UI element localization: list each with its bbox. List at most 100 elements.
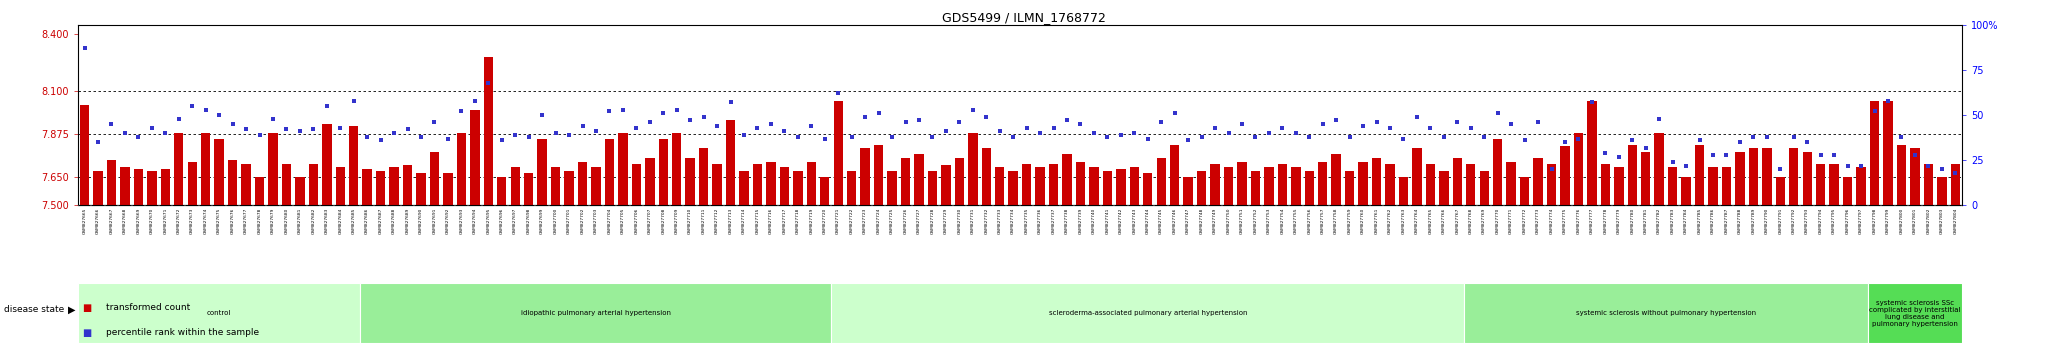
Text: GSM827691: GSM827691 [432, 208, 436, 234]
Text: GSM827773: GSM827773 [1536, 208, 1540, 234]
Text: GSM827729: GSM827729 [944, 208, 948, 234]
Text: GSM827764: GSM827764 [1415, 208, 1419, 234]
Bar [188, 162, 197, 205]
Text: GSM827799: GSM827799 [1886, 208, 1890, 234]
Text: GSM827753: GSM827753 [1268, 208, 1272, 234]
Text: GSM827786: GSM827786 [1710, 208, 1714, 234]
Point [1563, 136, 1595, 141]
Bar [1130, 167, 1139, 205]
Text: GSM827778: GSM827778 [1604, 208, 1608, 234]
Point [324, 125, 356, 131]
Text: systemic sclerosis SSc
complicated by interstitial
lung disease and
pulmonary hy: systemic sclerosis SSc complicated by in… [1870, 300, 1960, 327]
Point [903, 118, 936, 123]
Text: GSM827783: GSM827783 [1671, 208, 1675, 234]
Text: GSM827760: GSM827760 [1362, 208, 1366, 234]
Bar [1358, 162, 1368, 205]
Point [229, 127, 262, 132]
Bar [686, 158, 694, 205]
Bar [1749, 148, 1757, 205]
Text: GSM827722: GSM827722 [850, 208, 854, 234]
Point [109, 130, 141, 136]
Text: GSM827735: GSM827735 [1024, 208, 1028, 234]
Text: GSM827696: GSM827696 [500, 208, 504, 234]
Bar [1479, 171, 1489, 205]
Point [1683, 137, 1716, 143]
Text: GSM827793: GSM827793 [1804, 208, 1808, 234]
Point [727, 132, 760, 138]
Bar [1640, 152, 1651, 205]
Point [1239, 134, 1272, 139]
Text: GSM827769: GSM827769 [1483, 208, 1487, 234]
Text: GSM827699: GSM827699 [541, 208, 545, 234]
Point [1386, 136, 1419, 141]
Bar [698, 148, 709, 205]
Bar [766, 162, 776, 205]
Point [1630, 145, 1663, 150]
Bar [1466, 164, 1475, 205]
Point [809, 136, 842, 141]
Bar [1561, 147, 1569, 205]
Point [1130, 136, 1163, 141]
Point [1642, 116, 1675, 121]
Text: disease state: disease state [4, 305, 63, 314]
Point [365, 137, 397, 143]
Text: GSM827700: GSM827700 [553, 208, 557, 234]
Bar [1384, 164, 1395, 205]
Bar [1184, 177, 1192, 205]
Text: GSM827767: GSM827767 [1456, 208, 1460, 234]
Point [782, 134, 815, 139]
Bar [1520, 177, 1530, 205]
Bar [725, 120, 735, 205]
Bar [201, 133, 211, 205]
Point [1819, 152, 1851, 158]
Text: GSM827701: GSM827701 [567, 208, 571, 234]
Text: GSM827730: GSM827730 [956, 208, 961, 234]
Point [350, 134, 383, 139]
Point [606, 107, 639, 113]
Point [795, 123, 827, 129]
Bar [268, 133, 279, 205]
Point [741, 125, 774, 131]
Bar [1884, 101, 1892, 205]
Bar [1022, 164, 1032, 205]
Point [594, 109, 627, 114]
Point [539, 130, 571, 136]
Text: GSM827684: GSM827684 [338, 208, 342, 234]
Bar [645, 158, 655, 205]
Point [162, 116, 195, 121]
Text: GSM827779: GSM827779 [1616, 208, 1620, 234]
Bar [1681, 177, 1692, 205]
Point [915, 134, 948, 139]
Bar [442, 173, 453, 205]
Bar [322, 124, 332, 205]
Point [311, 103, 344, 109]
Text: GSM827782: GSM827782 [1657, 208, 1661, 234]
Bar [1399, 177, 1409, 205]
Point [1225, 121, 1257, 127]
Text: GSM827791: GSM827791 [1778, 208, 1782, 234]
Bar [1413, 148, 1421, 205]
Bar [1602, 164, 1610, 205]
Text: GSM827680: GSM827680 [285, 208, 289, 234]
Text: GSM827689: GSM827689 [406, 208, 410, 234]
Bar [942, 165, 950, 205]
Text: GSM827715: GSM827715 [756, 208, 760, 234]
Bar [1802, 152, 1812, 205]
Point [1171, 137, 1204, 143]
Bar [954, 158, 965, 205]
Text: GSM827740: GSM827740 [1092, 208, 1096, 234]
Text: ■: ■ [82, 303, 92, 313]
Text: GSM827678: GSM827678 [258, 208, 262, 234]
Bar [215, 139, 223, 205]
Bar [524, 173, 532, 205]
Point [956, 107, 989, 113]
Bar [928, 171, 938, 205]
Text: GSM827759: GSM827759 [1348, 208, 1352, 234]
Bar [793, 171, 803, 205]
Point [338, 98, 371, 103]
Text: GSM827737: GSM827737 [1051, 208, 1055, 234]
Point [217, 121, 250, 127]
Point [1024, 130, 1057, 136]
Point [1348, 123, 1380, 129]
Text: GSM827666: GSM827666 [96, 208, 100, 234]
